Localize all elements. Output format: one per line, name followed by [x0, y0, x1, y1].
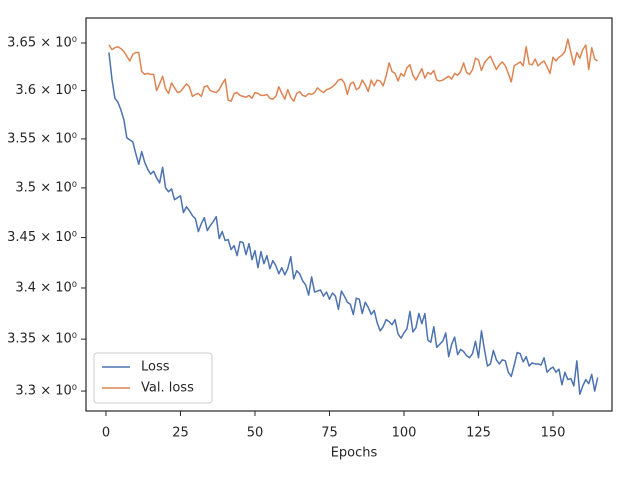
legend-label: Val. loss	[141, 381, 194, 396]
y-tick-label: 3.35 × 10⁰	[7, 332, 77, 347]
x-tick-label: 125	[466, 426, 491, 441]
legend-box	[93, 352, 213, 404]
x-tick-label: 100	[392, 426, 417, 441]
x-tick-label: 150	[541, 426, 566, 441]
y-tick-label: 3.3 × 10⁰	[15, 384, 77, 399]
y-tick-label: 3.4 × 10⁰	[15, 280, 77, 295]
y-tick-label: 3.5 × 10⁰	[15, 180, 77, 195]
x-tick-label: 25	[172, 426, 189, 441]
x-tick-label: 0	[102, 426, 110, 441]
x-axis-label: Epochs	[331, 446, 378, 461]
plot-frame	[85, 17, 613, 412]
x-tick-label: 75	[321, 426, 338, 441]
y-tick-label: 3.45 × 10⁰	[7, 230, 77, 245]
y-tick-label: 3.65 × 10⁰	[7, 35, 77, 50]
legend-label: Loss	[141, 360, 170, 375]
line-series	[108, 52, 599, 395]
line-series	[108, 38, 599, 102]
y-tick-label: 3.6 × 10⁰	[15, 83, 77, 98]
x-tick-label: 50	[247, 426, 264, 441]
y-tick-label: 3.55 × 10⁰	[7, 131, 77, 146]
